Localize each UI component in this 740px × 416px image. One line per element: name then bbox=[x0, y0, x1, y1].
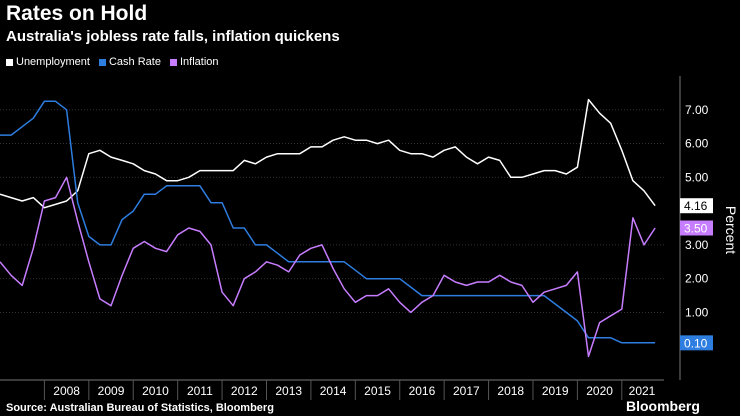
source-note: Source: Australian Bureau of Statistics,… bbox=[6, 402, 274, 414]
x-tick-label: 2009 bbox=[98, 384, 125, 398]
legend-label-inflation: Inflation bbox=[179, 56, 219, 68]
legend-label-cash-rate: Cash Rate bbox=[108, 56, 161, 68]
x-tick-label: 2011 bbox=[187, 384, 213, 398]
y-tick-label: 2.00 bbox=[685, 272, 709, 286]
x-tick-label: 2014 bbox=[320, 384, 347, 398]
x-tick-label: 2015 bbox=[364, 384, 391, 398]
series-line-unemployment bbox=[0, 98, 656, 209]
legend-label-unemployment: Unemployment bbox=[16, 56, 90, 68]
legend-swatch-inflation bbox=[169, 58, 177, 66]
y-tick-label: 6.00 bbox=[685, 137, 709, 151]
y-tick-label: 1.00 bbox=[685, 305, 709, 319]
y-tick-label: 5.00 bbox=[685, 170, 709, 184]
end-label-unemployment: 4.16 bbox=[684, 199, 708, 213]
y-tick-label: 3.00 bbox=[685, 238, 709, 252]
legend: Unemployment Cash Rate Inflation bbox=[6, 55, 228, 69]
x-tick-label: 2013 bbox=[275, 384, 302, 398]
series-line-inflation bbox=[0, 176, 656, 358]
x-tick-label: 2021 bbox=[629, 384, 656, 398]
end-label-cash-rate: 0.10 bbox=[684, 336, 708, 350]
end-label-bg-inflation bbox=[680, 220, 713, 236]
legend-swatch-unemployment bbox=[6, 58, 13, 66]
y-axis-title: Percent bbox=[723, 206, 739, 254]
end-label-bg-cash-rate bbox=[680, 335, 713, 351]
x-tick-label: 2016 bbox=[409, 384, 436, 398]
x-tick-label: 2020 bbox=[586, 384, 613, 398]
legend-item-inflation: Inflation bbox=[169, 56, 219, 68]
x-tick-label: 2019 bbox=[542, 384, 569, 398]
x-tick-label: 2008 bbox=[53, 384, 80, 398]
end-label-inflation: 3.50 bbox=[684, 222, 708, 236]
legend-swatch-cash-rate bbox=[98, 58, 106, 66]
series-line-cash-rate bbox=[0, 100, 656, 344]
bloomberg-logo: Bloomberg bbox=[626, 398, 700, 414]
legend-item-cash-rate: Cash Rate bbox=[98, 56, 161, 68]
x-tick-label: 2017 bbox=[453, 384, 480, 398]
legend-item-unemployment: Unemployment bbox=[6, 56, 90, 68]
x-tick-label: 2018 bbox=[497, 384, 524, 398]
x-tick-label: 2010 bbox=[142, 384, 169, 398]
end-label-bg-unemployment bbox=[680, 198, 713, 214]
chart-title: Rates on Hold bbox=[6, 2, 148, 25]
chart-subtitle: Australia's jobless rate falls, inflatio… bbox=[6, 28, 340, 45]
y-tick-label: 7.00 bbox=[685, 103, 709, 117]
x-tick-label: 2012 bbox=[231, 384, 258, 398]
